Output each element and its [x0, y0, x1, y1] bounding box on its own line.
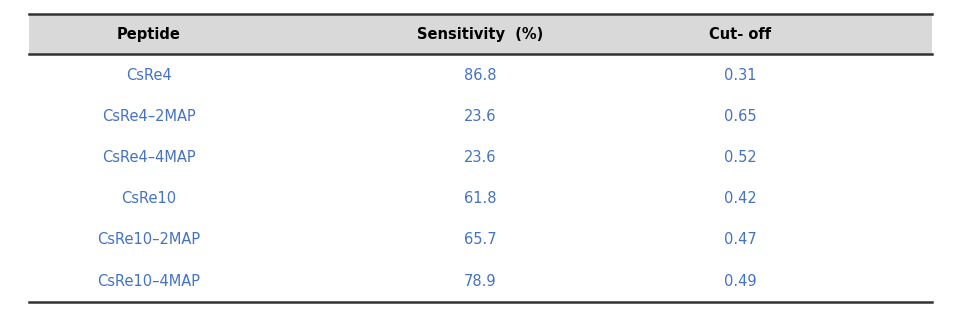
Text: Cut- off: Cut- off: [709, 27, 771, 42]
Text: Peptide: Peptide: [117, 27, 181, 42]
Bar: [29, 14, 932, 54]
Text: 0.31: 0.31: [724, 67, 756, 82]
Text: CsRe10–2MAP: CsRe10–2MAP: [97, 232, 201, 247]
Text: 78.9: 78.9: [464, 274, 497, 289]
Text: Sensitivity  (%): Sensitivity (%): [417, 27, 544, 42]
Text: 23.6: 23.6: [464, 109, 497, 124]
Text: 0.47: 0.47: [724, 232, 756, 247]
Text: CsRe10: CsRe10: [121, 191, 177, 206]
Text: 0.52: 0.52: [724, 150, 756, 165]
Text: 61.8: 61.8: [464, 191, 497, 206]
Text: CsRe10–4MAP: CsRe10–4MAP: [97, 274, 201, 289]
Text: 86.8: 86.8: [464, 67, 497, 82]
Text: CsRe4–2MAP: CsRe4–2MAP: [102, 109, 196, 124]
Text: 0.49: 0.49: [724, 274, 756, 289]
Text: 23.6: 23.6: [464, 150, 497, 165]
Text: 65.7: 65.7: [464, 232, 497, 247]
Text: 0.42: 0.42: [724, 191, 756, 206]
Text: CsRe4: CsRe4: [126, 67, 172, 82]
Text: CsRe4–4MAP: CsRe4–4MAP: [102, 150, 196, 165]
Text: 0.65: 0.65: [724, 109, 756, 124]
